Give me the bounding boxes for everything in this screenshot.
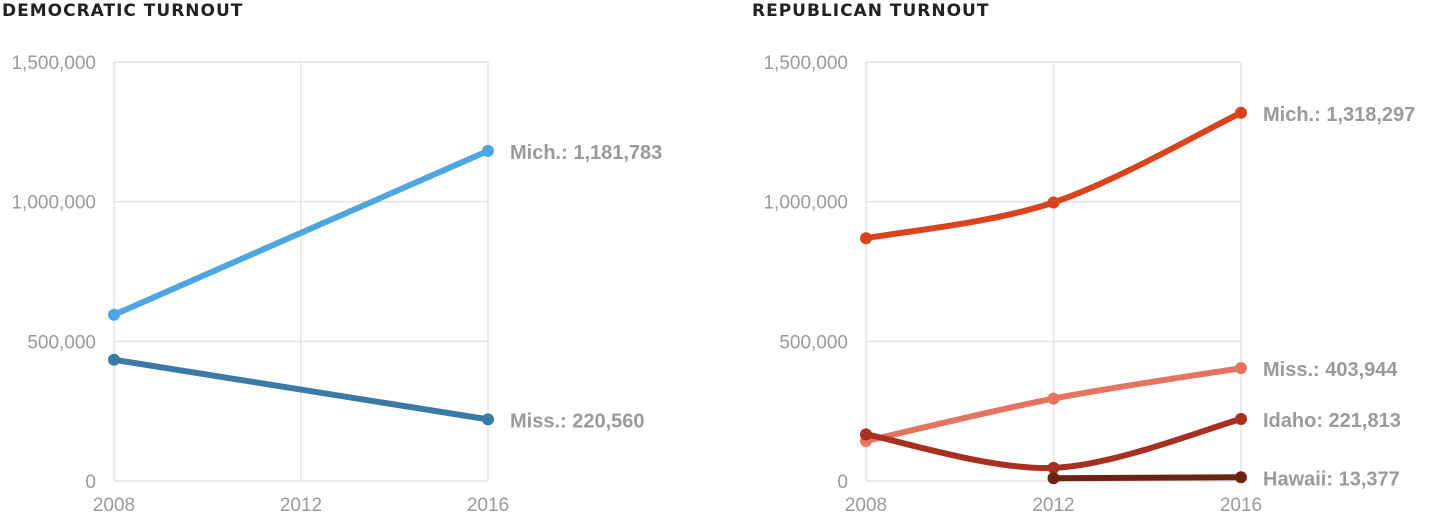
x-tick-label: 2012	[280, 495, 322, 516]
series-line-hawaii	[1050, 474, 1244, 482]
series-end-label-miss: Miss.: 403,944	[1263, 359, 1398, 381]
y-tick-label: 0	[837, 472, 848, 493]
series-end-label-miss: Miss.: 220,560	[510, 410, 645, 432]
data-point-mich-2012	[1047, 196, 1060, 209]
data-point-miss-2016	[1235, 362, 1247, 375]
republican-turnout-title: REPUBLICAN TURNOUT	[752, 1, 990, 21]
x-tick-label: 2012	[1032, 495, 1074, 516]
data-point-mich-2008	[860, 232, 872, 245]
democratic-turnout-chart: 2008 2012 2016 0 500,000 1,000,000 1,500,000 Mi…	[11, 53, 662, 516]
series-line-mich	[111, 147, 491, 318]
data-point-mich-2016	[482, 144, 494, 157]
series-line-miss	[111, 356, 491, 423]
x-tick-label: 2008	[93, 495, 135, 516]
y-tick-label: 1,500,000	[763, 53, 848, 74]
data-point-miss-2008	[108, 353, 120, 366]
data-point-miss-2016	[482, 413, 494, 426]
x-tick-label: 2016	[1220, 495, 1262, 516]
y-tick-label: 1,500,000	[11, 53, 96, 74]
data-point-mich-2008	[108, 308, 120, 321]
series-end-label-idaho: Idaho: 221,813	[1263, 410, 1401, 432]
democratic-turnout-title: DEMOCRATIC TURNOUT	[2, 1, 244, 21]
data-point-idaho-2016	[1235, 413, 1247, 426]
y-tick-label: 1,000,000	[763, 193, 848, 214]
data-point-mich-2016	[1235, 106, 1247, 119]
y-tick-label: 500,000	[779, 332, 848, 353]
series-end-label-hawaii: Hawaii: 13,377	[1263, 468, 1400, 490]
data-point-miss-2012	[1047, 392, 1060, 405]
data-point-hawaii-2012	[1047, 472, 1060, 485]
x-tick-label: 2016	[467, 495, 509, 516]
y-tick-label: 1,000,000	[11, 193, 96, 214]
republican-turnout-chart: 2008 2012 2016 0 500,000 1,000,000 1,500,000 Mi…	[763, 53, 1415, 516]
data-point-idaho-2012	[1047, 461, 1060, 474]
y-tick-label: 0	[85, 472, 96, 493]
series-end-label-mich: Mich.: 1,181,783	[510, 142, 662, 164]
y-tick-label: 500,000	[27, 332, 96, 353]
series-end-label-mich: Mich.: 1,318,297	[1263, 104, 1415, 126]
data-point-idaho-2008	[860, 428, 872, 441]
data-point-hawaii-2016	[1235, 471, 1247, 484]
x-tick-label: 2008	[845, 495, 887, 516]
